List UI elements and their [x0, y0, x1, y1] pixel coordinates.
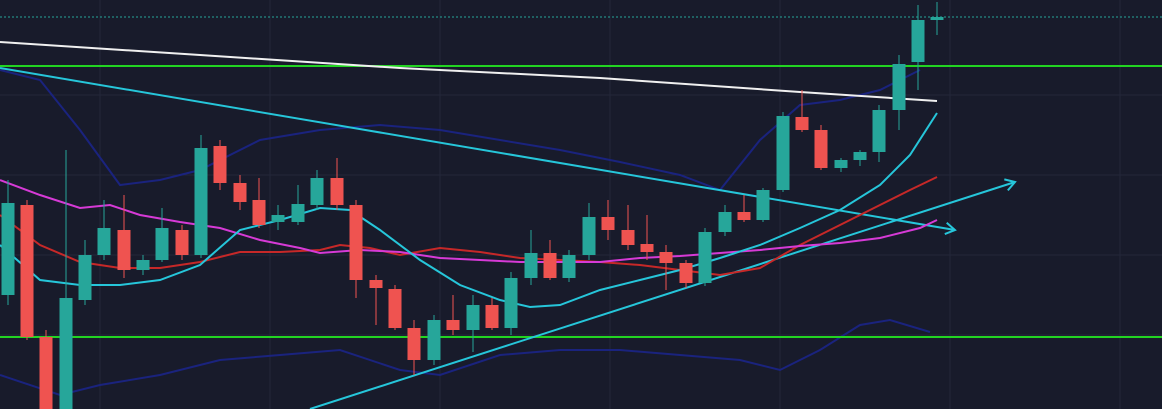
candle-body	[776, 116, 790, 190]
indicator-line	[0, 69, 921, 192]
candle-body	[872, 110, 886, 152]
candle-body	[911, 20, 925, 62]
candle-body	[524, 253, 538, 278]
candle-body	[349, 205, 363, 280]
candle-body	[814, 130, 828, 168]
candle-body	[621, 230, 635, 245]
candle-body	[59, 298, 73, 409]
candle-body	[930, 17, 944, 20]
candle-body	[155, 228, 169, 260]
candle-body	[834, 160, 848, 168]
candle-body	[233, 183, 247, 202]
candle-body	[853, 152, 867, 160]
candle-body	[310, 178, 324, 205]
indicator-line	[309, 181, 1016, 409]
candle-body	[466, 305, 480, 330]
candle-body	[407, 328, 421, 360]
arrow-head	[1004, 178, 1017, 191]
candle-body	[679, 263, 693, 283]
candle-body	[1, 203, 15, 295]
candle-body	[252, 200, 266, 225]
candle-body	[718, 212, 732, 232]
candle-body	[737, 212, 751, 220]
candle-body	[601, 217, 615, 230]
candle-body	[582, 217, 596, 255]
indicator-line	[0, 176, 938, 277]
arrow-head	[944, 222, 957, 236]
candle-body	[330, 178, 344, 205]
candle-body	[640, 244, 654, 252]
candle-body	[78, 255, 92, 300]
candle-body	[136, 260, 150, 270]
candle-body	[795, 117, 809, 130]
candle-body	[271, 215, 285, 222]
candle-body	[388, 289, 402, 328]
candle-body	[543, 253, 557, 278]
candle-body	[892, 64, 906, 110]
candle-body	[39, 337, 53, 409]
candle-body	[659, 252, 673, 263]
candle-body	[213, 146, 227, 183]
indicator-line	[0, 41, 938, 102]
candle-body	[427, 320, 441, 360]
candle-body	[756, 190, 770, 220]
candle-body	[97, 228, 111, 255]
candle-body	[291, 204, 305, 222]
candle-body	[446, 320, 460, 330]
indicator-line	[0, 318, 931, 397]
candle-body	[562, 255, 576, 278]
candle-body	[369, 280, 383, 288]
indicator-line	[0, 112, 938, 309]
candle-body	[20, 205, 34, 337]
indicator-line	[0, 179, 938, 263]
candle-body	[194, 148, 208, 255]
indicator-line	[0, 67, 956, 231]
candle-body	[504, 278, 518, 328]
candle-body	[698, 232, 712, 283]
candle-body	[175, 230, 189, 255]
candle-body	[117, 230, 131, 270]
candle-body	[485, 305, 499, 328]
